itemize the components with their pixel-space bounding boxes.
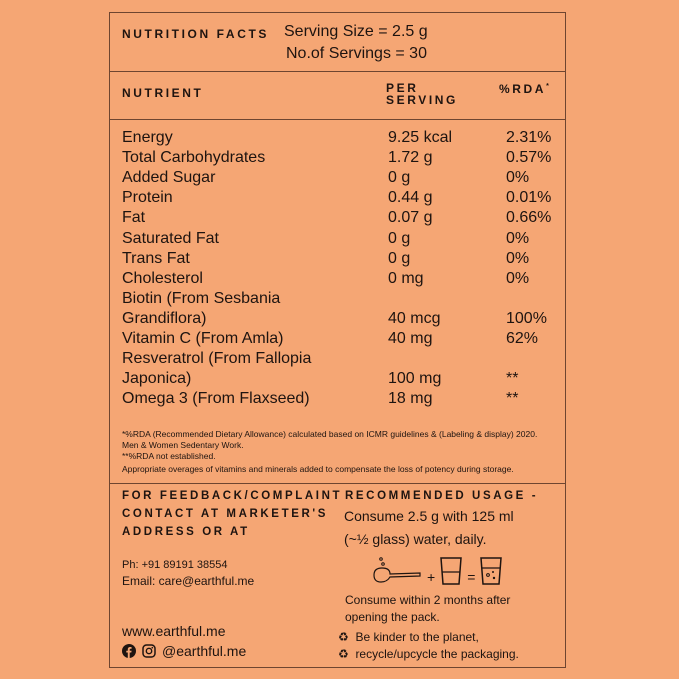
overages-note: Appropriate overages of vitamins and min… — [122, 464, 514, 474]
feedback-line-2: CONTACT AT MARKETER'S — [122, 508, 328, 520]
feedback-line-3: ADDRESS OR AT — [122, 526, 250, 538]
divider — [110, 483, 565, 484]
per-serving-cell: 100 mg — [388, 370, 442, 388]
rda-cell: 100% — [506, 309, 547, 327]
rda-header: %RDA* — [499, 82, 551, 96]
website-link[interactable]: www.earthful.me — [122, 623, 226, 639]
rda-cell: 2.31% — [506, 129, 552, 146]
table-row: Grandiflora) 40 mcg 100% — [122, 310, 565, 330]
consume-line-2: opening the pack. — [345, 610, 440, 624]
table-row: Omega 3 (From Flaxseed) 18 mg ** — [122, 390, 565, 410]
table-row: Added Sugar 0 g 0% — [122, 169, 565, 189]
divider — [110, 71, 565, 72]
feedback-line-1: FOR FEEDBACK/COMPLAINT — [122, 490, 343, 502]
recycle-icon: ♻ — [338, 647, 349, 661]
servings-count: No.of Servings = 30 — [286, 45, 427, 62]
rda-label: %RDA — [499, 82, 547, 96]
divider — [110, 119, 565, 120]
nutrient-cell: Added Sugar — [122, 169, 216, 187]
rda-note-3: **%RDA not established. — [122, 451, 216, 461]
serving-size: Serving Size = 2.5 g — [284, 23, 428, 40]
per-serving-cell: 0.44 g — [388, 189, 433, 207]
rda-cell: 0.01% — [506, 189, 552, 207]
nutrient-cell: Cholesterol — [122, 269, 203, 287]
nutrient-cell: Vitamin C (From Amla) — [122, 330, 284, 347]
nutrient-cell: Japonica) — [122, 370, 192, 388]
per-serving-header: PER SERVING — [386, 82, 458, 106]
rda-cell: 0% — [506, 169, 530, 187]
rda-cell: 0% — [506, 229, 530, 247]
eco-text-2: recycle/upcycle the packaging. — [355, 647, 519, 661]
social-row: @earthful.me — [122, 643, 246, 659]
nutrient-cell: Saturated Fat — [122, 229, 219, 247]
usage-title: RECOMMENDED USAGE - — [345, 490, 539, 502]
glass-mixed-icon — [480, 557, 503, 585]
table-row: Fat 0.07 g 0.66% — [122, 209, 565, 229]
scoop-icon — [373, 557, 421, 583]
phone: Ph: +91 89191 38554 — [122, 559, 228, 571]
rda-note-1: *%RDA (Recommended Dietary Allowance) ca… — [122, 429, 538, 439]
nutrient-cell: Trans Fat — [122, 249, 190, 267]
per-serving-cell: 0 g — [388, 229, 411, 247]
per-serving-cell: 0.07 g — [388, 209, 433, 227]
eco-text-1: Be kinder to the planet, — [355, 630, 479, 644]
nutrient-cell: Fat — [122, 209, 146, 227]
recycle-icon: ♻ — [338, 630, 349, 644]
nutrient-cell: Protein — [122, 189, 173, 207]
table-row: Resveratrol (From Fallopia — [122, 350, 565, 370]
rda-cell: ** — [506, 390, 519, 408]
instagram-icon[interactable] — [142, 644, 156, 658]
nutrient-cell: Grandiflora) — [122, 309, 207, 327]
table-row: Total Carbohydrates 1.72 g 0.57% — [122, 149, 565, 169]
rda-cell: 0% — [506, 269, 530, 287]
per-label: PER — [386, 81, 419, 95]
rda-note-2: Men & Women Sedentary Work. — [122, 440, 244, 450]
usage-line-1: Consume 2.5 g with 125 ml — [344, 508, 514, 524]
per-serving-cell: 18 mg — [388, 390, 433, 408]
facebook-icon[interactable] — [122, 644, 136, 658]
table-row: Japonica) 100 mg ** — [122, 370, 565, 390]
per-serving-cell: 40 mcg — [388, 309, 441, 327]
social-handle: @earthful.me — [162, 643, 247, 659]
plus-sign: + — [427, 569, 436, 585]
rda-cell: 62% — [506, 330, 539, 347]
nutrient-cell: Resveratrol (From Fallopia — [122, 350, 312, 368]
equals-sign: = — [467, 569, 476, 585]
table-row: Trans Fat 0 g 0% — [122, 250, 565, 270]
usage-line-2: (~½ glass) water, daily. — [344, 531, 487, 547]
consume-line-1: Consume within 2 months after — [345, 593, 511, 607]
per-serving-cell: 9.25 kcal — [388, 129, 453, 146]
rda-cell: 0% — [506, 249, 530, 267]
nutrient-header: NUTRIENT — [122, 86, 204, 100]
per-serving-cell: 0 mg — [388, 269, 424, 287]
table-row: Vitamin C (From Amla) 40 mg 62% — [122, 330, 565, 350]
rda-cell: ** — [506, 370, 519, 388]
per-serving-cell: 0 g — [388, 249, 411, 267]
per-serving-cell: 1.72 g — [388, 149, 433, 167]
nutrient-cell: Energy — [122, 129, 173, 146]
usage-diagram: + = — [372, 555, 503, 585]
nutrition-label: NUTRITION FACTS Serving Size = 2.5 g No.… — [109, 12, 566, 668]
rda-cell: 0.66% — [506, 209, 552, 227]
table-row: Saturated Fat 0 g 0% — [122, 230, 565, 250]
table-row: Energy 9.25 kcal 2.31% — [122, 129, 565, 149]
glass-water-icon — [440, 557, 462, 585]
nutrient-cell: Biotin (From Sesbania — [122, 289, 281, 307]
nutrient-cell: Total Carbohydrates — [122, 149, 266, 167]
per-serving-cell: 40 mg — [388, 330, 433, 347]
nutrition-facts-title: NUTRITION FACTS — [122, 27, 269, 41]
eco-line-1: ♻ Be kinder to the planet, — [338, 630, 479, 644]
eco-line-2: ♻ recycle/upcycle the packaging. — [338, 647, 519, 661]
table-row: Biotin (From Sesbania — [122, 290, 565, 310]
table-row: Protein 0.44 g 0.01% — [122, 189, 565, 209]
rda-mark: * — [546, 83, 552, 90]
serving-label: SERVING — [386, 93, 458, 107]
table-row: Cholesterol 0 mg 0% — [122, 270, 565, 290]
rda-cell: 0.57% — [506, 149, 552, 167]
per-serving-cell: 0 g — [388, 169, 411, 187]
email: Email: care@earthful.me — [122, 574, 255, 588]
nutrient-cell: Omega 3 (From Flaxseed) — [122, 390, 310, 408]
